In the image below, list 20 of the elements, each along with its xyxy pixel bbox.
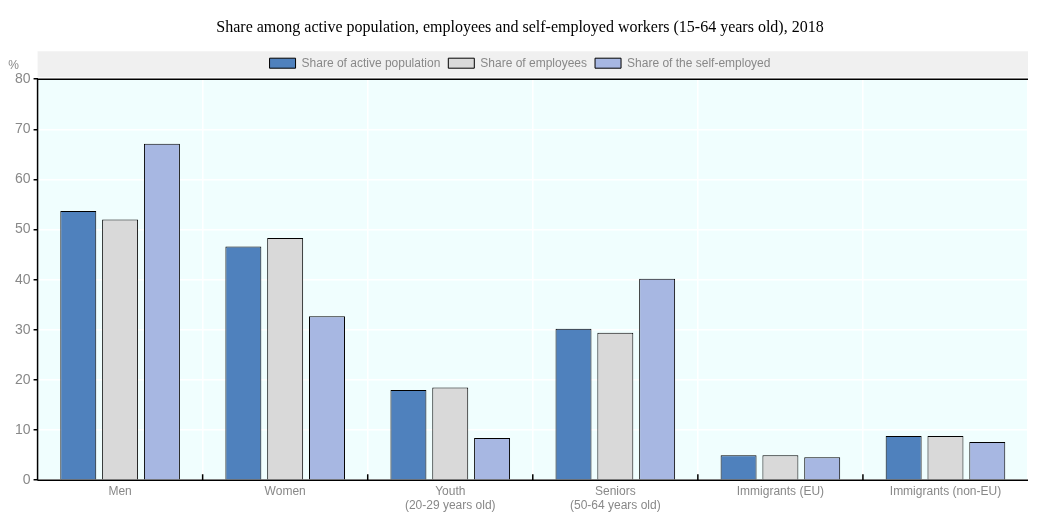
x-tick-label: Immigrants (non-EU) [889,483,1002,498]
x-tick-label: Men [108,483,132,498]
x-tick-label: Women [264,483,306,498]
x-tick-label: Seniors (50-64 years old) [569,483,661,513]
y-tick-label: 0 [22,471,31,488]
x-tick-label: Youth (20-29 years old) [404,483,496,513]
y-axis-title: % [8,57,20,72]
x-tick-label: Immigrants (EU) [736,483,825,498]
chart-title: Share among active population, employees and self-employed workers (15-64 years old), 2018 [216,17,824,36]
legend-label: Share of the self-employed [627,55,771,70]
y-tick-label: 20 [14,370,31,387]
y-tick-label: 40 [14,270,31,287]
y-tick-label: 80 [14,70,31,87]
y-tick-label: 30 [14,320,31,337]
y-tick-label: 10 [14,420,31,437]
legend-label: Share of active population [301,55,441,70]
y-tick-label: 60 [14,170,31,187]
legend-label: Share of employees [480,55,588,70]
y-tick-label: 50 [14,220,31,237]
y-tick-label: 70 [14,120,31,137]
